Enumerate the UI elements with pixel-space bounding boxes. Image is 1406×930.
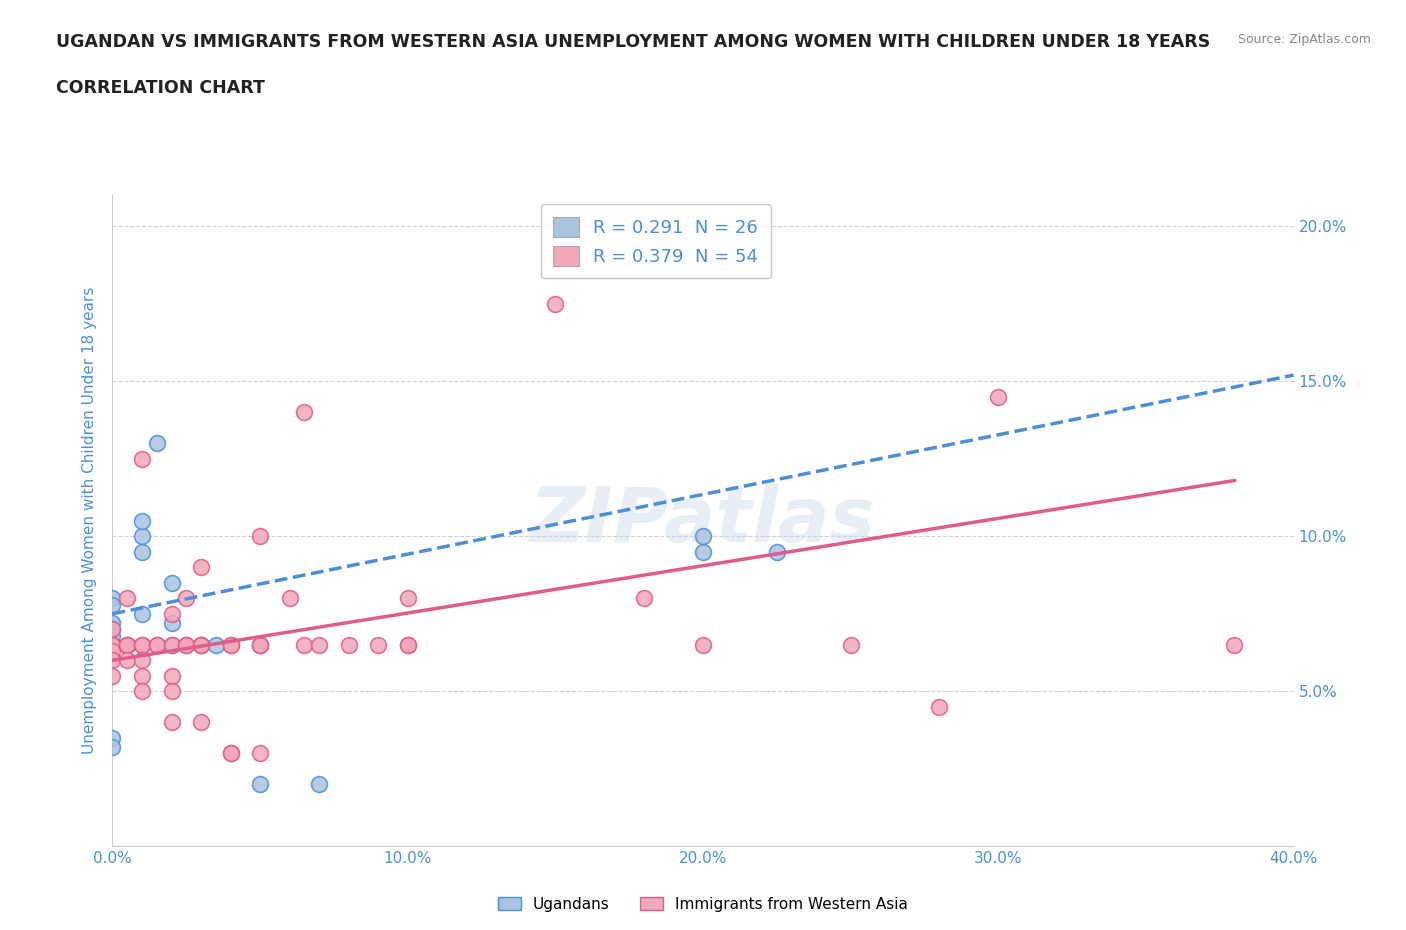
Point [160,616,183,631]
Point [131,513,153,528]
Point [131,653,153,668]
Point [308,777,330,791]
Point [928,699,950,714]
Point [190,637,212,652]
Text: UGANDAN VS IMMIGRANTS FROM WESTERN ASIA UNEMPLOYMENT AMONG WOMEN WITH CHILDREN U: UGANDAN VS IMMIGRANTS FROM WESTERN ASIA … [56,33,1211,50]
Point [190,637,212,652]
Point [692,529,714,544]
Point [131,529,153,544]
Point [190,715,212,730]
Point [367,637,389,652]
Point [396,637,419,652]
Point [174,637,197,652]
Point [117,653,138,668]
Point [101,616,124,631]
Point [160,606,183,621]
Point [190,637,212,652]
Point [160,669,183,684]
Point [544,297,567,312]
Point [633,591,655,605]
Point [101,730,124,745]
Point [219,746,242,761]
Point [337,637,360,652]
Point [131,669,153,684]
Point [131,637,153,652]
Point [146,637,169,652]
Point [131,637,153,652]
Point [190,560,212,575]
Text: ZIPatlas: ZIPatlas [530,484,876,558]
Point [205,637,228,652]
Point [692,544,714,559]
Point [101,591,124,605]
Point [101,644,124,658]
Point [101,637,124,652]
Point [692,637,714,652]
Point [249,777,271,791]
Point [160,684,183,698]
Point [249,637,271,652]
Point [160,637,183,652]
Point [117,637,138,652]
Point [219,637,242,652]
Point [101,653,124,668]
Point [396,637,419,652]
Point [1223,637,1246,652]
Point [396,591,419,605]
Point [117,637,138,652]
Text: CORRELATION CHART: CORRELATION CHART [56,79,266,97]
Point [292,637,315,652]
Point [101,597,124,612]
Point [131,606,153,621]
Point [839,637,862,652]
Point [249,529,271,544]
Point [174,591,197,605]
Point [146,637,169,652]
Point [117,591,138,605]
Legend: Ugandans, Immigrants from Western Asia: Ugandans, Immigrants from Western Asia [492,890,914,918]
Point [308,637,330,652]
Y-axis label: Unemployment Among Women with Children Under 18 years: Unemployment Among Women with Children U… [82,287,97,754]
Point [219,746,242,761]
Point [101,622,124,637]
Point [249,746,271,761]
Text: Source: ZipAtlas.com: Source: ZipAtlas.com [1237,33,1371,46]
Legend: R = 0.291  N = 26, R = 0.379  N = 54: R = 0.291 N = 26, R = 0.379 N = 54 [541,205,770,278]
Point [249,637,271,652]
Point [174,637,197,652]
Point [160,715,183,730]
Point [101,628,124,643]
Point [131,544,153,559]
Point [987,390,1010,405]
Point [101,669,124,684]
Point [249,637,271,652]
Point [117,637,138,652]
Point [101,637,124,652]
Point [292,405,315,419]
Point [101,622,124,637]
Point [131,684,153,698]
Point [766,544,789,559]
Point [146,436,169,451]
Point [219,637,242,652]
Point [278,591,301,605]
Point [160,576,183,591]
Point [117,637,138,652]
Point [101,739,124,754]
Point [160,637,183,652]
Point [131,451,153,466]
Point [101,637,124,652]
